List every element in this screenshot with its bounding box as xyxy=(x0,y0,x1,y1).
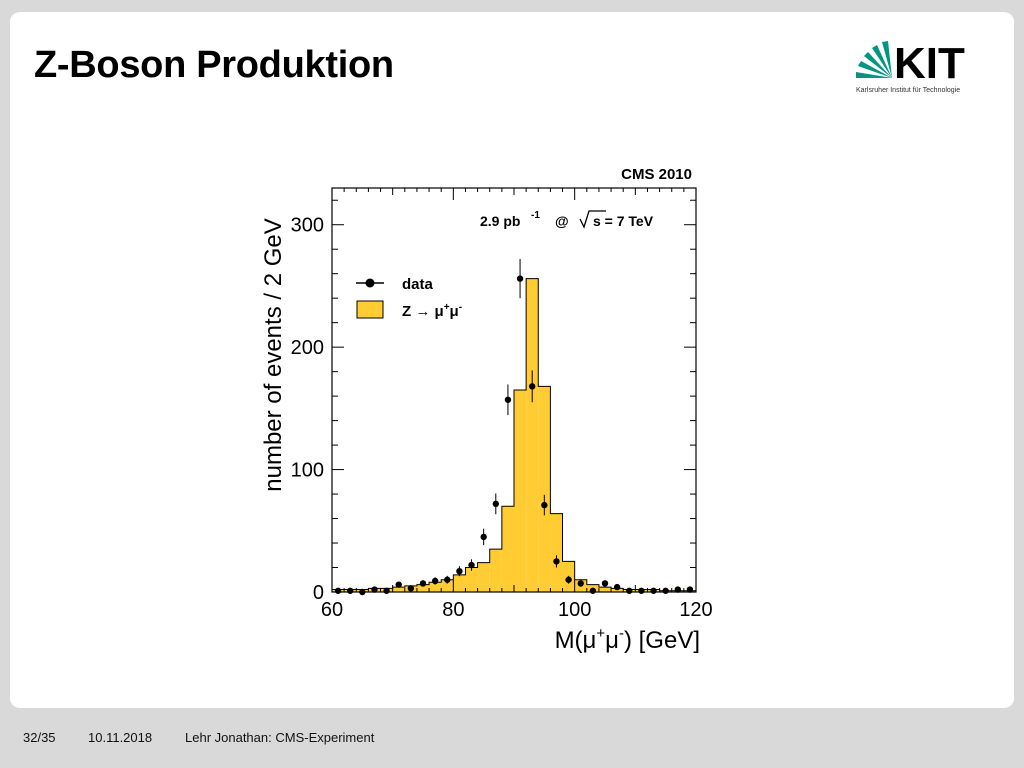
y-tick-label: 0 xyxy=(313,582,324,604)
histogram-bin xyxy=(477,562,490,592)
histogram-bin xyxy=(526,278,539,592)
mc-histogram xyxy=(331,278,697,592)
footer-text: Lehr Jonathan: CMS-Experiment xyxy=(185,730,375,745)
data-point xyxy=(541,501,548,509)
page-number: 32/35 xyxy=(23,730,56,745)
energy-value: s = 7 TeV xyxy=(593,213,654,229)
data-point xyxy=(589,587,597,594)
histogram-bin xyxy=(550,513,563,592)
luminosity-value: 2.9 pb xyxy=(480,213,520,229)
data-point xyxy=(662,587,669,594)
data-point xyxy=(516,275,524,282)
histogram-bin xyxy=(392,587,405,592)
footer: 32/35 10.11.2018 Lehr Jonathan: CMS-Expe… xyxy=(0,720,1024,756)
kit-logo-fan-icon xyxy=(856,41,892,78)
histogram-bin xyxy=(453,574,466,592)
data-point xyxy=(456,567,463,575)
histogram-bin xyxy=(501,506,514,592)
data-point xyxy=(492,500,499,508)
y-tick-label: 300 xyxy=(291,215,324,237)
data-point xyxy=(504,396,512,403)
histogram-bin xyxy=(429,582,442,592)
legend-mc-swatch xyxy=(356,300,384,319)
data-point xyxy=(334,587,342,594)
legend: data Z → μ+μ- xyxy=(356,276,462,320)
luminosity-label: 2.9 pb -1 @ s = 7 TeV xyxy=(480,210,654,229)
z-mass-histogram: 60 80 100 120 0 100 200 300 CMS 2010 2.9 pb -1 … xyxy=(260,166,713,654)
data-point xyxy=(674,586,681,593)
page-title: Z-Boson Produktion xyxy=(34,44,394,86)
luminosity-exponent: -1 xyxy=(531,210,540,221)
legend-mc-label: Z → μ+μ- xyxy=(402,302,462,320)
data-point xyxy=(613,583,621,591)
data-point xyxy=(626,587,633,594)
x-tick-label: 100 xyxy=(558,599,591,621)
data-point xyxy=(383,587,390,594)
data-point xyxy=(431,577,439,585)
histogram-bin xyxy=(489,549,502,592)
y-tick-label: 200 xyxy=(291,337,324,359)
data-point xyxy=(638,587,645,594)
histogram-bin xyxy=(598,587,612,592)
histogram-bin xyxy=(514,390,527,592)
x-tick-label: 120 xyxy=(679,599,712,621)
x-axis-label: M(μ+μ-) [GeV] xyxy=(555,625,700,654)
data-point xyxy=(468,561,475,569)
kit-logo-text: KIT xyxy=(894,39,965,88)
kit-logo: KIT Karlsruher Institut für Technologie xyxy=(856,39,965,94)
data-point xyxy=(444,576,451,583)
data-point xyxy=(347,587,354,594)
x-tick-label: 80 xyxy=(442,599,464,621)
data-point xyxy=(529,383,536,390)
data-point xyxy=(601,580,609,587)
data-point xyxy=(359,588,366,596)
data-point xyxy=(565,576,572,583)
data-point xyxy=(407,585,415,592)
kit-logo-subtitle: Karlsruher Institut für Technologie xyxy=(856,87,960,94)
legend-data-label: data xyxy=(402,276,434,293)
data-point xyxy=(395,581,402,588)
axis-ticks: 60 80 100 120 0 100 200 300 xyxy=(291,188,713,621)
y-axis-label: number of events / 2 GeV xyxy=(260,218,287,491)
data-point xyxy=(650,587,657,594)
histogram-bin xyxy=(416,584,430,592)
data-point xyxy=(371,586,378,593)
experiment-label: CMS 2010 xyxy=(621,166,692,183)
histogram-bin xyxy=(441,579,454,592)
energy-at: @ xyxy=(555,213,569,229)
x-tick-label: 60 xyxy=(321,599,343,621)
footer-date: 10.11.2018 xyxy=(88,730,153,745)
data-points xyxy=(334,259,694,596)
sqrt-icon xyxy=(579,210,606,229)
histogram-bin xyxy=(538,386,551,592)
y-tick-label: 100 xyxy=(291,460,324,482)
legend-data-marker xyxy=(365,278,375,288)
data-point xyxy=(577,580,584,587)
histogram-bin xyxy=(465,567,478,592)
data-point xyxy=(686,586,694,593)
data-point xyxy=(419,580,427,587)
data-point xyxy=(480,533,487,541)
data-point xyxy=(553,558,560,565)
